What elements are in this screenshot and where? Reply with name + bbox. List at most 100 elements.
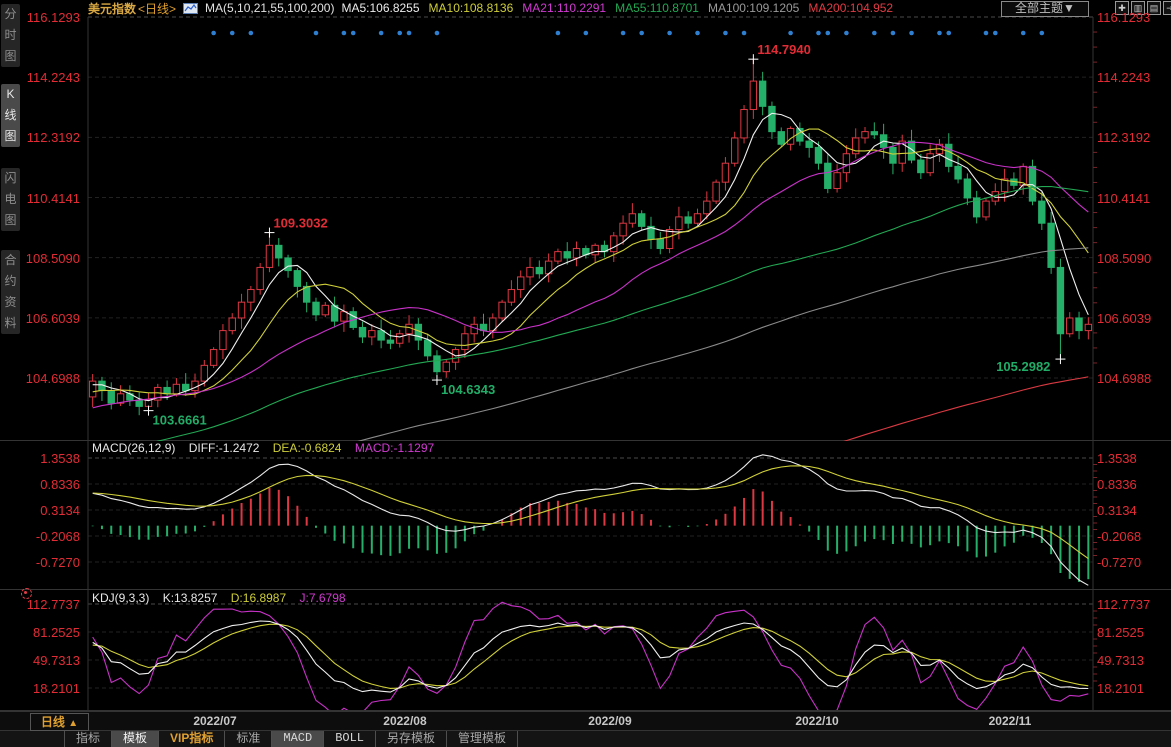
chart-header: 美元指数 <日线> MA(5,10,21,55,100,200) MA5:106…: [88, 0, 988, 16]
header-toolbar: ✚ ▥ ▤ ⇥: [1115, 1, 1171, 15]
ma-value-0: MA5:106.8255: [341, 1, 420, 15]
kdj-settings-icon[interactable]: [21, 588, 32, 599]
y-axis-tick: 49.7313: [1097, 653, 1144, 668]
tab-1[interactable]: 模板: [112, 731, 160, 747]
x-axis-label: 2022/11: [988, 714, 1032, 728]
y-axis-tick: 0.8336: [1097, 477, 1137, 492]
macd-dea-value: DEA:-0.6824: [272, 441, 342, 455]
tab-6[interactable]: 另存模板: [376, 731, 448, 747]
macd-diff-value: DIFF:-1.2472: [188, 441, 260, 455]
triangle-up-icon: ▲: [68, 718, 79, 729]
period-selector[interactable]: 日线 ▲: [30, 713, 89, 731]
ma-values: MA5:106.8255 MA10:108.8136 MA21:110.2291 MA…: [341, 1, 902, 15]
event-dot: [890, 30, 896, 36]
tab-4[interactable]: MACD: [272, 731, 325, 747]
price-annotation: 114.7940: [757, 42, 811, 57]
period-tag: <日线>: [138, 1, 177, 16]
y-axis-tick: 106.6039: [25, 310, 80, 326]
y-axis-tick: -0.7270: [1097, 555, 1142, 570]
event-dot: [434, 30, 440, 36]
ma-value-3: MA55:110.8701: [615, 1, 699, 15]
event-dot: [872, 30, 877, 36]
tab-3[interactable]: 标准: [225, 731, 273, 747]
y-axis-tick: -0.2068: [1097, 529, 1142, 544]
tab-0[interactable]: 指标: [65, 731, 113, 747]
event-dot: [583, 30, 589, 36]
kdj-j-value: J:7.6798: [299, 591, 346, 605]
ma-line-5: [92, 112, 1089, 402]
y-axis-tick: 0.8336: [40, 477, 80, 492]
y-axis-tick: 108.5090: [1097, 250, 1152, 266]
event-dot: [937, 30, 942, 36]
dea-line: [92, 465, 1089, 560]
ma-value-4: MA100:109.1205: [707, 1, 800, 15]
tab-2[interactable]: VIP指标: [159, 731, 226, 747]
y-axis-tick: 114.2243: [1097, 70, 1151, 86]
y-axis-tick: 106.6039: [1097, 310, 1152, 326]
y-axis-tick: 110.4141: [1097, 190, 1151, 206]
y-axis-tick: 81.2525: [1097, 625, 1144, 640]
sidebar-item-3[interactable]: 合约资料: [1, 250, 20, 334]
x-axis-label: 2022/07: [193, 714, 237, 728]
ma-line-21: [92, 141, 1089, 409]
price-annotation: 103.6661: [152, 413, 206, 428]
d-line: [92, 623, 1089, 689]
event-dot: [406, 30, 412, 36]
y-axis-tick: 1.3538: [40, 451, 80, 466]
event-dot: [639, 30, 644, 36]
event-dot: [229, 30, 235, 36]
macd-histogram: [91, 488, 1090, 582]
theme-dropdown-button[interactable]: 全部主题▼: [1001, 1, 1089, 17]
event-dot: [825, 30, 831, 36]
y-axis-tick: -0.2068: [35, 529, 80, 544]
crosshair-icon[interactable]: ✚: [1115, 1, 1129, 15]
event-dot: [397, 30, 403, 36]
macd-header: MACD(26,12,9) DIFF:-1.2472 DEA:-0.6824 M…: [92, 441, 444, 455]
event-dot: [741, 30, 747, 36]
event-dot: [248, 30, 254, 36]
y-axis-tick: 108.5090: [25, 250, 80, 266]
y-axis-tick: 49.7313: [33, 653, 80, 668]
ma-line-100: [357, 247, 1089, 441]
ma-value-2: MA21:110.2291: [522, 1, 607, 15]
chart-type-icon[interactable]: [183, 2, 199, 14]
tab-7[interactable]: 管理模板: [447, 731, 519, 747]
event-dot: [816, 30, 821, 36]
event-dot: [983, 30, 989, 36]
event-dot: [946, 30, 952, 36]
sidebar-item-0[interactable]: 分时图: [1, 4, 20, 67]
y-axis-tick: 112.7737: [26, 597, 80, 612]
ma-params-label: MA(5,10,21,55,100,200): [205, 1, 335, 15]
y-axis-tick: 104.6988: [1097, 371, 1152, 386]
event-dot: [555, 30, 561, 36]
y-axis-tick: 81.2525: [33, 625, 80, 640]
x-axis-label: 2022/08: [383, 714, 427, 728]
bottom-tabbar: 指标 模板 VIP指标 标准 MACD BOLL 另存模板 管理模板: [0, 731, 1171, 747]
y-axis-tick: 116.1293: [1097, 10, 1151, 25]
event-dot: [788, 30, 793, 36]
event-dot: [341, 30, 347, 36]
tab-5[interactable]: BOLL: [324, 731, 377, 747]
sidebar-item-2[interactable]: 闪电图: [1, 168, 20, 231]
ma-line-55: [156, 185, 1089, 441]
symbol-label: 美元指数: [88, 1, 137, 16]
y-axis-tick: 116.1293: [26, 10, 80, 25]
pane-lines-icon[interactable]: ▤: [1147, 1, 1161, 15]
y-axis-tick: 0.3134: [40, 503, 80, 518]
pane-grid-icon[interactable]: ▥: [1131, 1, 1145, 15]
kdj-k-value: K:13.8257: [162, 591, 218, 605]
event-dot: [313, 30, 319, 36]
x-axis-label: 2022/10: [795, 714, 839, 728]
exit-icon[interactable]: ⇥: [1163, 1, 1171, 15]
kdj-title: KDJ(9,3,3): [92, 591, 150, 605]
price-annotation: 104.6343: [441, 382, 495, 397]
event-dot: [695, 30, 700, 36]
y-axis-tick: 1.3538: [1097, 451, 1137, 466]
ma-line-200: [843, 376, 1089, 441]
macd-value: MACD:-1.1297: [354, 441, 435, 455]
y-axis-tick: 104.6988: [25, 371, 80, 386]
event-dot: [211, 30, 216, 36]
y-axis-tick: 18.2101: [1097, 681, 1144, 696]
